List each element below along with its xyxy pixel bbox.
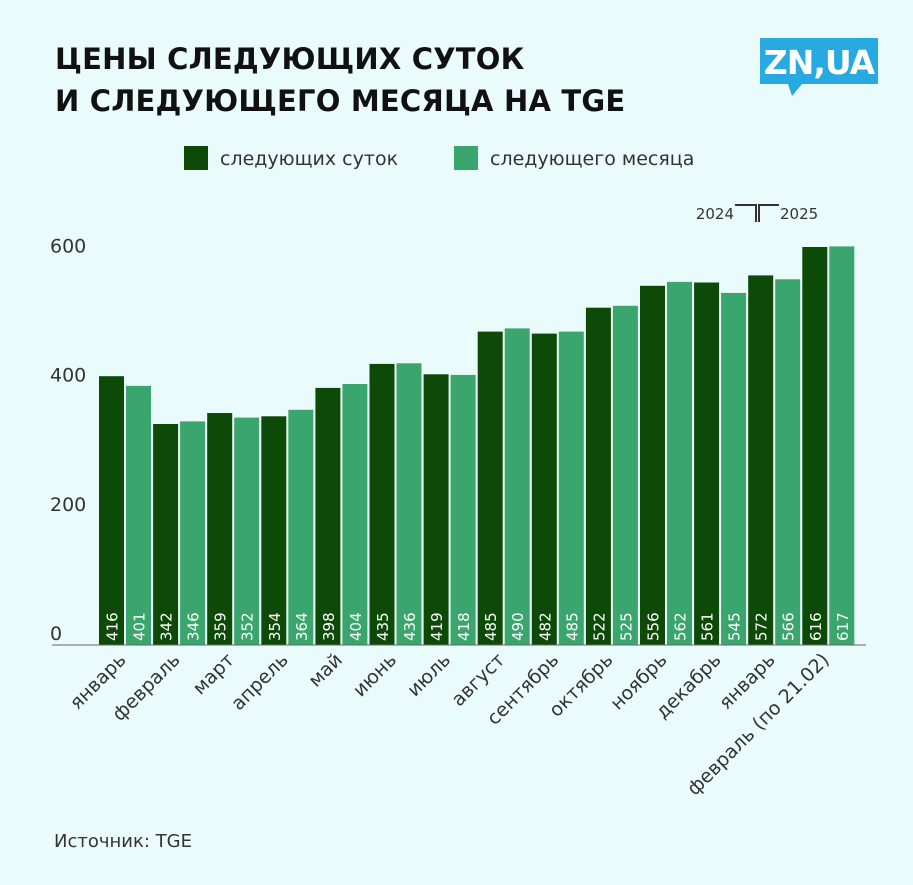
bars: [99, 246, 855, 645]
bar-value-label: 419: [428, 612, 446, 641]
logo-text: ZN,UA: [764, 43, 876, 82]
year-label-left: 2024: [696, 205, 734, 223]
bar-value-label: 342: [158, 612, 176, 641]
y-tick-label: 0: [50, 623, 62, 645]
year-divider-marker: [735, 204, 779, 222]
x-tick-label: март: [188, 649, 238, 699]
bar-value-label: 418: [455, 612, 473, 641]
bar-value-label: 398: [320, 612, 338, 641]
bar-month-ahead: [504, 328, 530, 645]
bar-day-ahead: [531, 333, 557, 645]
bar-day-ahead: [207, 413, 233, 645]
bar-value-label: 436: [401, 612, 419, 641]
bar-value-label: 404: [347, 612, 365, 641]
bar-value-label: 556: [645, 612, 663, 641]
bar-month-ahead: [667, 281, 692, 645]
year-divider: 2024 2025: [696, 204, 818, 223]
year-label-right: 2025: [780, 205, 818, 223]
bar-month-ahead: [775, 279, 801, 645]
bar-value-label: 485: [563, 612, 581, 641]
bar-day-ahead: [369, 363, 395, 645]
title-line-1: ЦЕНЫ СЛЕДУЮЩИХ СУТОК: [55, 42, 525, 76]
y-tick-label: 400: [50, 365, 86, 387]
bar-value-label: 566: [780, 612, 798, 641]
bar-day-ahead: [153, 424, 179, 645]
bar-value-label: 346: [185, 612, 203, 641]
bar-month-ahead: [342, 384, 368, 645]
bar-value-label: 616: [807, 612, 825, 641]
bar-month-ahead: [288, 409, 314, 645]
bar-day-ahead: [315, 387, 341, 645]
bar-value-label: 401: [131, 612, 149, 641]
bar-day-ahead: [261, 416, 287, 645]
x-tick-label: июнь: [349, 649, 401, 701]
y-axis-ticks: 0 200 400 600: [50, 235, 86, 645]
bar-value-label: 359: [212, 612, 230, 641]
bar-value-label: 435: [374, 612, 392, 641]
bar-month-ahead: [180, 421, 206, 645]
bar-month-ahead: [829, 246, 855, 645]
bar-value-label: 364: [293, 612, 311, 641]
bar-day-ahead: [585, 307, 611, 645]
data-labels: 416 401 342 346 359 352 354 364 398 404 435 436 419 4…: [104, 612, 852, 641]
title-line-2: И СЛЕДУЮЩЕГО МЕСЯЦА НА TGE: [55, 84, 626, 118]
chart-title: ЦЕНЫ СЛЕДУЮЩИХ СУТОК И СЛЕДУЮЩЕГО МЕСЯЦА…: [55, 38, 625, 122]
x-tick-label: апрель: [227, 649, 293, 715]
bar-value-label: 545: [726, 612, 744, 641]
bar-day-ahead: [640, 285, 665, 645]
bar-value-label: 354: [266, 612, 284, 641]
bar-day-ahead: [802, 247, 828, 645]
bar-day-ahead: [423, 374, 449, 645]
bar-month-ahead: [126, 385, 151, 645]
bar-month-ahead: [612, 305, 638, 645]
bar-value-label: 490: [509, 612, 527, 641]
bar-value-label: 525: [617, 612, 635, 641]
y-tick-label: 600: [50, 235, 86, 257]
bar-value-label: 482: [536, 612, 554, 641]
legend-swatch-day-ahead: [184, 146, 208, 170]
bar-value-label: 485: [482, 612, 500, 641]
bar-month-ahead: [234, 417, 260, 645]
bar-value-label: 561: [699, 612, 717, 641]
source-note: Источник: TGE: [54, 831, 192, 852]
y-tick-label: 200: [50, 494, 86, 516]
bar-value-label: 562: [672, 612, 690, 641]
bar-value-label: 572: [753, 612, 771, 641]
bar-month-ahead: [721, 292, 747, 645]
legend: следующих суток следующего месяца: [184, 146, 694, 170]
x-tick-label: май: [304, 649, 347, 692]
bar-day-ahead: [748, 275, 774, 645]
bar-day-ahead: [477, 331, 503, 645]
bar-day-ahead: [99, 376, 124, 645]
zn-ua-logo: ZN,UA: [760, 38, 878, 96]
legend-label-month-ahead: следующего месяца: [490, 148, 694, 170]
x-tick-label: июль: [403, 649, 455, 701]
legend-swatch-month-ahead: [454, 146, 478, 170]
bar-value-label: 352: [239, 612, 257, 641]
bar-value-label: 522: [590, 612, 608, 641]
bar-month-ahead: [396, 363, 422, 645]
bar-value-label: 617: [834, 612, 852, 641]
bar-day-ahead: [694, 282, 720, 645]
bar-month-ahead: [558, 331, 584, 645]
bar-month-ahead: [450, 374, 476, 645]
bar-value-label: 416: [104, 612, 122, 641]
legend-label-day-ahead: следующих суток: [220, 148, 398, 170]
